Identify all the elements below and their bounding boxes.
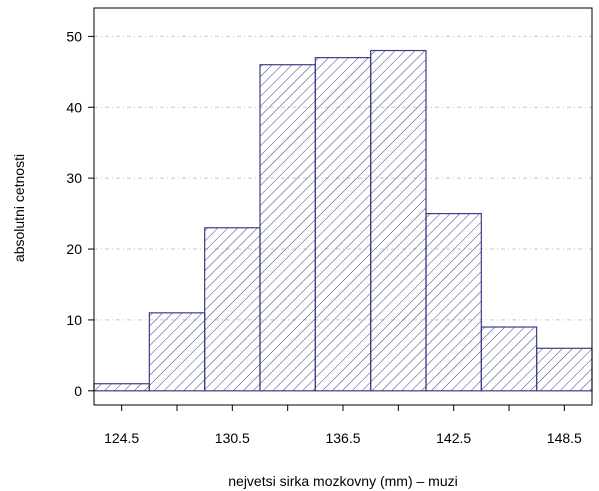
y-tick-label: 0 [74, 383, 82, 399]
x-axis-title: nejvetsi sirka mozkovny (mm) – muzi [228, 473, 458, 489]
histogram-bar [204, 227, 261, 392]
y-axis: 0 10 20 30 40 50 [66, 28, 94, 399]
bars-group [93, 49, 593, 392]
histogram-bar [536, 347, 593, 392]
histogram-bar [148, 312, 206, 392]
y-tick-label: 30 [66, 170, 82, 186]
histogram-bar [93, 383, 150, 392]
histogram-bar [370, 49, 427, 392]
y-tick-label: 20 [66, 241, 82, 257]
y-tick-label: 50 [66, 28, 82, 44]
x-tick-label: 124.5 [104, 430, 139, 446]
y-tick-label: 10 [66, 312, 82, 328]
x-tick-label: 142.5 [436, 430, 471, 446]
x-tick-label: 130.5 [215, 430, 250, 446]
histogram-bar [480, 326, 538, 392]
histogram-bar [259, 64, 316, 392]
y-axis-title: absolutni cetnosti [11, 154, 27, 262]
x-axis: 124.5 130.5 136.5 142.5 148.5 [104, 405, 582, 446]
x-tick-label: 148.5 [547, 430, 582, 446]
x-tick-label: 136.5 [325, 430, 360, 446]
histogram-bar [314, 57, 372, 392]
histogram-bar [425, 212, 482, 392]
y-tick-label: 40 [66, 99, 82, 115]
